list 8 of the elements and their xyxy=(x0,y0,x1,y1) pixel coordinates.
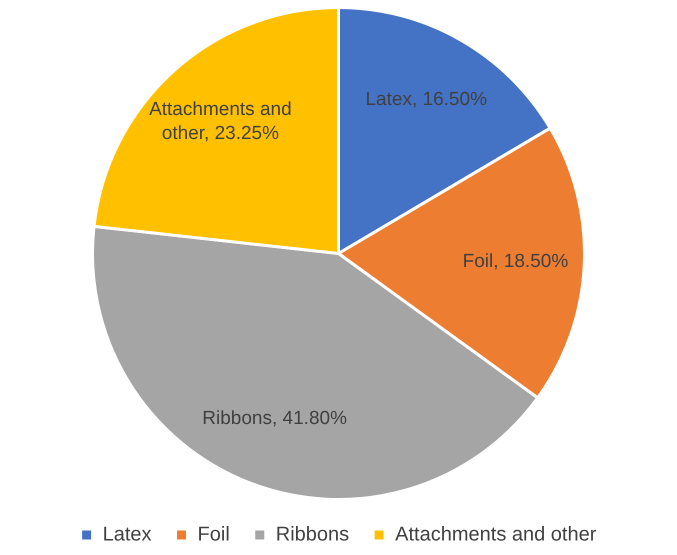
legend-label: Foil xyxy=(198,524,230,546)
data-label: Latex, 16.50% xyxy=(365,88,488,110)
legend-label: Latex xyxy=(102,524,152,546)
legend-label: Attachments and other xyxy=(395,524,597,546)
data-label: Foil, 18.50% xyxy=(462,250,568,272)
data-label: Ribbons, 41.80% xyxy=(202,408,348,429)
legend-label: Ribbons xyxy=(276,524,350,546)
data-label: Attachments and other, 23.25% xyxy=(149,98,292,144)
